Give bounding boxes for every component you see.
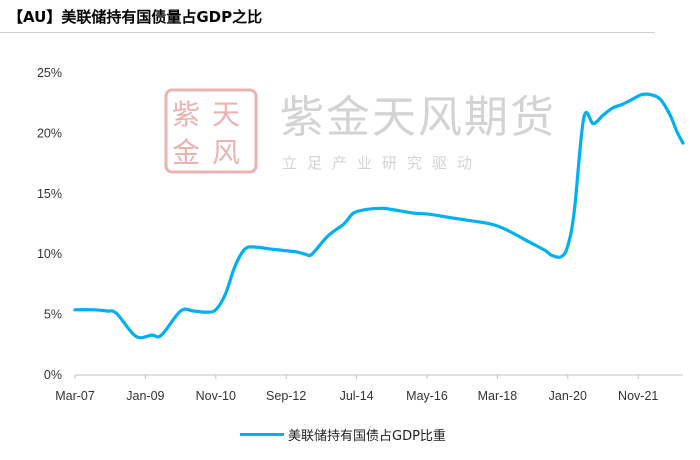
x-tick-label: Jan-20 [549,389,587,403]
y-axis-ticks: 0% 5% 10% 15% 20% 25% [37,66,62,382]
y-tick-label: 25% [37,66,62,80]
legend: 美联储持有国债占GDP比重 [240,425,446,444]
title-divider [0,32,655,33]
x-tick-label: Nov-21 [618,389,658,403]
x-tick-label: Sep-12 [266,389,306,403]
legend-swatch [240,433,284,436]
seal-char-1: 紫 [172,98,200,131]
x-tick-label: May-16 [406,389,448,403]
watermark: 紫 天 金 风 紫金天风期货 立足产业研究驱动 [164,88,556,174]
x-tick-label: Jan-09 [126,389,164,403]
x-tick-label: Mar-18 [478,389,518,403]
y-tick-label: 15% [37,187,62,201]
series-line [73,92,685,340]
x-tick-label: Nov-10 [196,389,236,403]
page-title: 【AU】美联储持有国债量占GDP之比 [8,8,263,26]
x-axis-ticks: Mar-07 Jan-09 Nov-10 Sep-12 Jul-14 May-16 Mar-… [55,375,658,403]
watermark-name: 紫金天风期货 [280,92,556,143]
seal-char-4: 风 [212,136,240,169]
watermark-seal-logo: 紫 天 金 风 [164,88,258,174]
seal-char-2: 天 [212,98,240,131]
legend-label: 美联储持有国债占GDP比重 [288,429,446,444]
y-tick-label: 0% [44,368,62,382]
y-tick-label: 20% [37,126,62,140]
y-tick-label: 10% [37,247,62,261]
series-layer [73,92,685,340]
watermark-slogan: 立足产业研究驱动 [282,154,482,172]
x-tick-label: Mar-07 [55,389,95,403]
y-tick-label: 5% [44,308,62,322]
seal-char-3: 金 [172,136,200,169]
x-tick-label: Jul-14 [340,389,374,403]
